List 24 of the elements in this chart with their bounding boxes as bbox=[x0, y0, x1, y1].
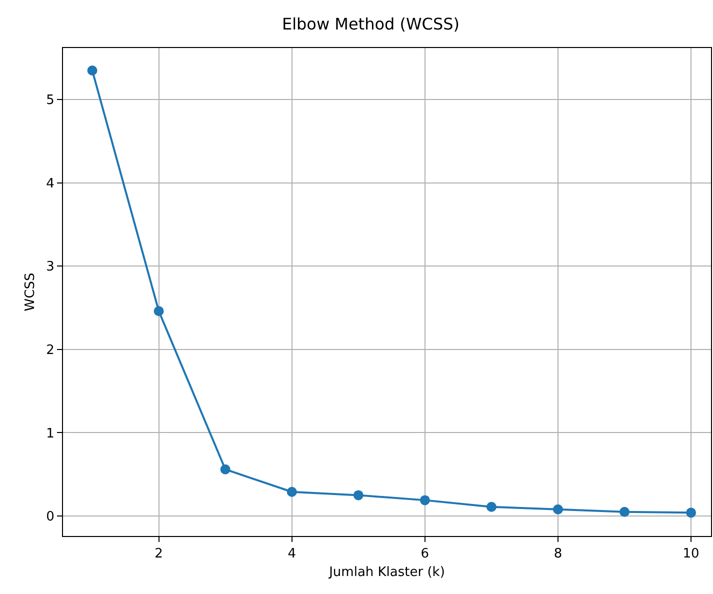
y-tick-label: 2 bbox=[46, 343, 54, 358]
chart-title: Elbow Method (WCSS) bbox=[282, 14, 460, 34]
point bbox=[286, 486, 297, 497]
x-tick-label: 6 bbox=[420, 546, 430, 562]
x-tick-label: 4 bbox=[288, 546, 296, 562]
point bbox=[87, 65, 98, 76]
x-axis-title: Jumlah Klaster (k) bbox=[328, 565, 445, 580]
point bbox=[220, 464, 230, 474]
point bbox=[552, 504, 563, 514]
point bbox=[620, 506, 630, 517]
x-tick-label: 8 bbox=[554, 546, 562, 562]
x-tick-label: 2 bbox=[154, 546, 163, 562]
point bbox=[686, 508, 696, 518]
point bbox=[353, 490, 364, 500]
y-tick-label: 0 bbox=[46, 510, 54, 525]
y-tick-label: 3 bbox=[46, 260, 54, 275]
y-axis-title: WCSS bbox=[23, 272, 38, 312]
point bbox=[420, 495, 430, 506]
y-tick-label: 1 bbox=[46, 426, 54, 442]
y-tick-label: 4 bbox=[46, 176, 54, 192]
y-tick-label: 5 bbox=[46, 93, 54, 108]
point bbox=[154, 306, 164, 316]
x-tick-label: 10 bbox=[682, 546, 700, 562]
point bbox=[486, 502, 496, 512]
